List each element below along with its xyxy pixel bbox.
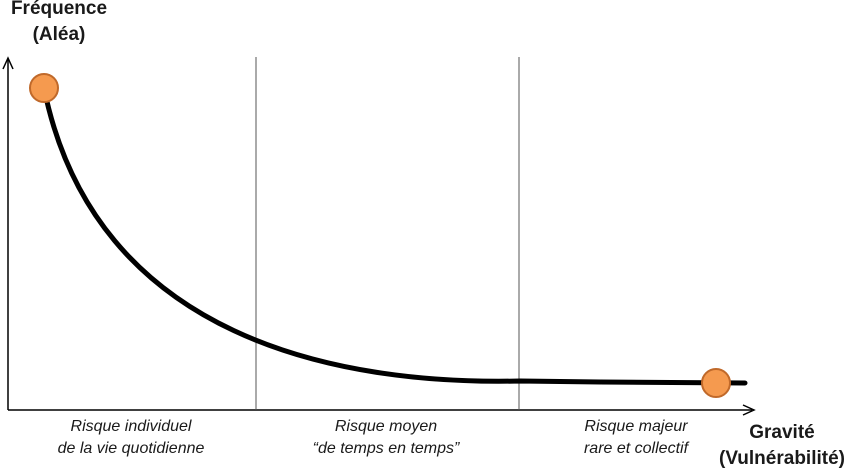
y-axis-title: Fréquence (Aléa) <box>0 0 118 48</box>
zone-label-individual: Risque individuel de la vie quotidienne <box>28 416 234 460</box>
zone-label-line1: Risque moyen <box>334 418 438 435</box>
start-marker <box>29 73 59 103</box>
x-axis-title-line1: Gravité <box>749 422 815 443</box>
x-axis-arrow <box>742 404 756 416</box>
zone-label-line1: Risque individuel <box>70 418 192 435</box>
y-axis-arrow <box>2 56 14 70</box>
risk-curve <box>41 85 748 386</box>
zone-label-major: Risque majeur rare et collectif <box>540 416 732 460</box>
zone-label-line2: rare et collectif <box>583 440 689 457</box>
zone-label-line1: Risque majeur <box>584 418 688 435</box>
y-axis-title-line1: Fréquence <box>10 0 108 19</box>
zone-label-medium: Risque moyen “de temps en temps” <box>262 416 510 460</box>
x-axis-title: Gravité (Vulnérabilité) <box>712 420 852 472</box>
end-marker <box>701 368 731 398</box>
y-axis-title-line2: (Aléa) <box>32 24 86 45</box>
zone-label-line2: de la vie quotidienne <box>57 440 205 457</box>
zone-label-line2: “de temps en temps” <box>312 440 460 457</box>
x-axis-title-line2: (Vulnérabilité) <box>719 448 845 469</box>
